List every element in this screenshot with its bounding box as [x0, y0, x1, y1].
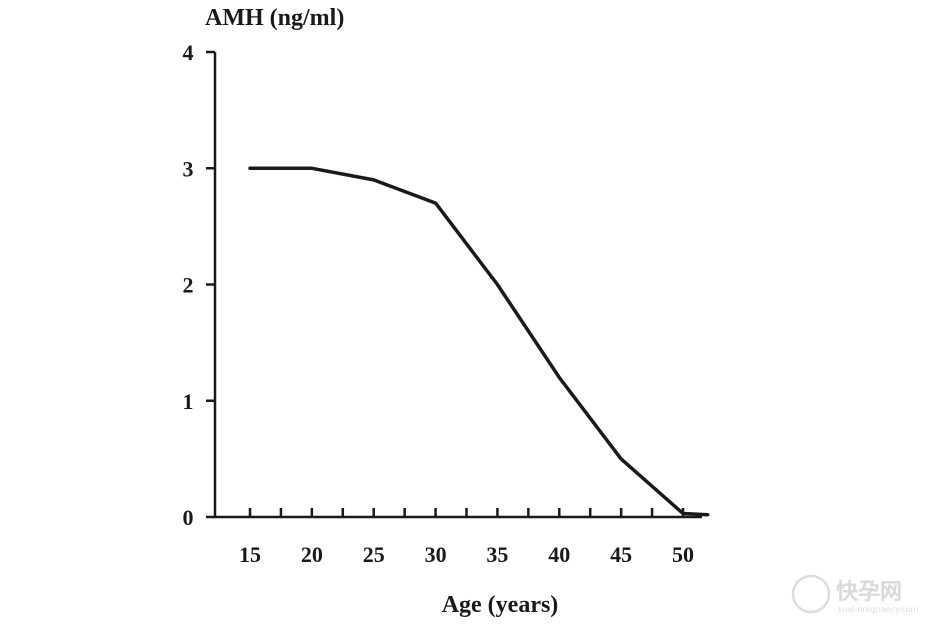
x-tick-label: 30: [425, 542, 447, 567]
y-tick-label: 3: [183, 156, 194, 181]
x-tick-label: 25: [363, 542, 385, 567]
series-layer: [248, 166, 710, 517]
watermark-subtext: kuai-pregnancy.com: [838, 605, 919, 614]
x-tick-label: 15: [239, 542, 261, 567]
y-tick-label: 4: [183, 40, 194, 65]
watermark: 快孕网 kuai-pregnancy.com: [791, 574, 919, 614]
watermark-text: 快孕网: [836, 580, 902, 605]
x-tick-label: 45: [610, 542, 632, 567]
watermark-logo-icon: [791, 574, 831, 614]
tick-marks: [206, 50, 685, 519]
x-tick-label: 35: [486, 542, 508, 567]
y-tick-label: 1: [183, 389, 194, 414]
y-tick-label: 2: [183, 273, 194, 298]
axes: [213, 52, 702, 519]
x-axis-title: Age (years): [442, 592, 559, 618]
x-tick-label: 20: [301, 542, 323, 567]
series-line-amh: [248, 166, 710, 517]
x-tick-label: 50: [672, 542, 694, 567]
y-tick-label: 0: [183, 505, 194, 530]
x-tick-label: 40: [548, 542, 570, 567]
y-axis-title: AMH (ng/ml): [205, 5, 344, 31]
tick-labels: 0 1 2 3 4 15 20 25 30 35 40 45 50: [183, 40, 695, 567]
